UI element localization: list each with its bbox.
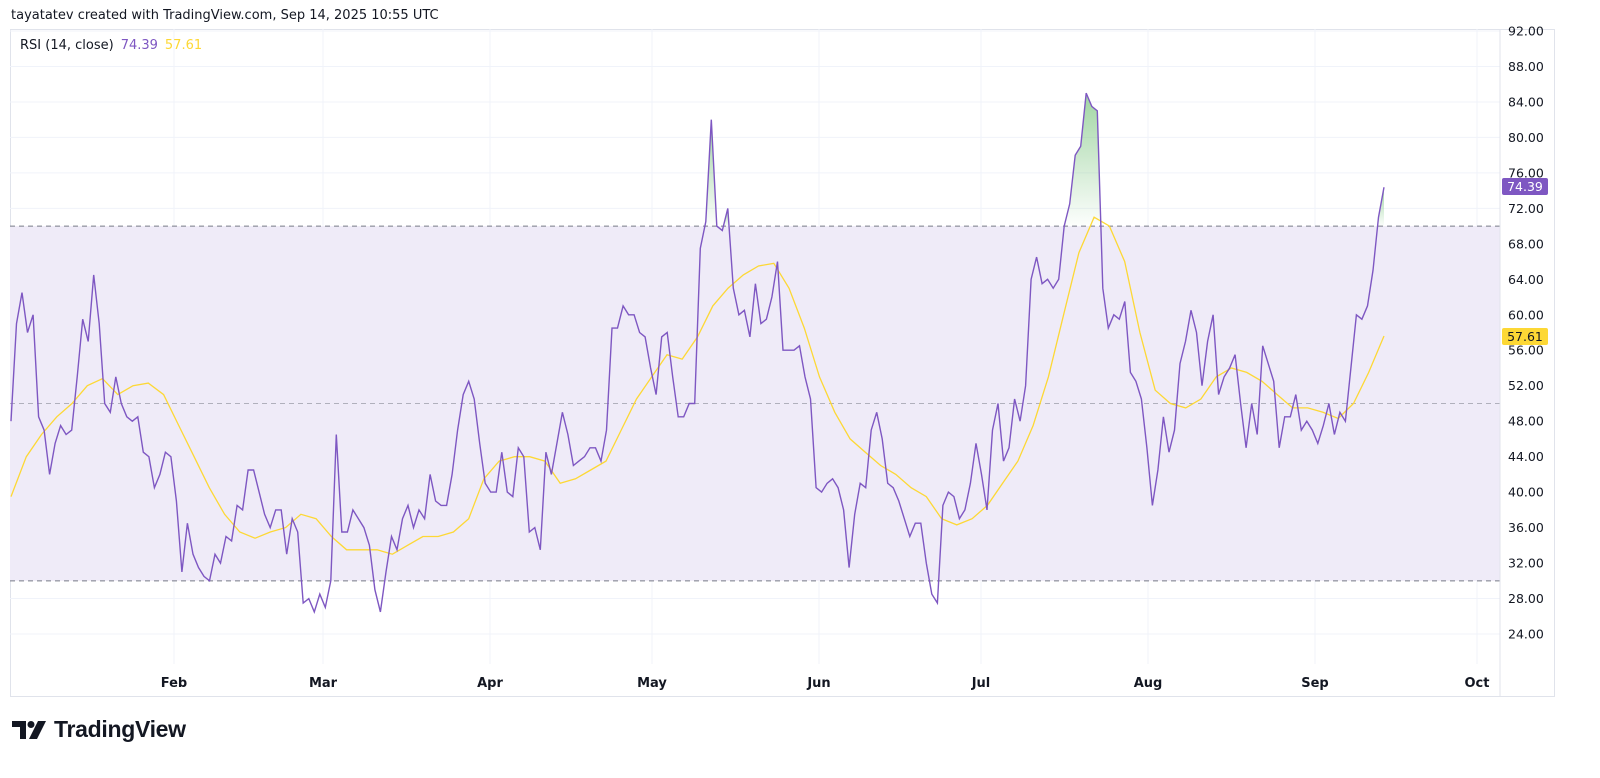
brand-wordmark: TradingView — [54, 716, 186, 742]
ma-value-badge: 57.61 — [1502, 328, 1548, 345]
tradingview-logo-icon — [12, 720, 46, 739]
price-tick-label: 80.00 — [1508, 130, 1544, 145]
price-tick-label: 72.00 — [1508, 201, 1544, 216]
price-tick-label: 76.00 — [1508, 165, 1544, 180]
attribution-text: tayatatev created with TradingView.com, … — [11, 8, 439, 23]
price-tick-label: 44.00 — [1508, 449, 1544, 464]
tradingview-logo[interactable]: TradingView — [12, 716, 186, 743]
time-tick-label: May — [637, 676, 667, 691]
price-tick-label: 64.00 — [1508, 272, 1544, 287]
svg-text:74.39: 74.39 — [1507, 179, 1543, 194]
price-tick-label: 52.00 — [1508, 378, 1544, 393]
time-tick-label: Feb — [161, 676, 187, 691]
indicator-title: RSI (14, close) — [20, 38, 114, 53]
rsi-value-badge: 74.39 — [1502, 178, 1548, 195]
time-tick-label: Oct — [1465, 676, 1490, 691]
time-tick-label: Apr — [477, 676, 503, 691]
price-tick-label: 24.00 — [1508, 627, 1544, 642]
time-tick-label: Sep — [1301, 676, 1329, 691]
price-tick-label: 60.00 — [1508, 307, 1544, 322]
ma-legend-value: 57.61 — [164, 38, 203, 53]
price-tick-label: 88.00 — [1508, 59, 1544, 74]
indicator-legend[interactable]: RSI (14, close) 74.39 57.61 — [20, 38, 202, 53]
rsi-legend-value: 74.39 — [120, 38, 158, 53]
svg-text:57.61: 57.61 — [1507, 329, 1543, 344]
overbought-fill — [704, 93, 1384, 227]
price-tick-label: 48.00 — [1508, 414, 1544, 429]
price-tick-label: 68.00 — [1508, 236, 1544, 251]
price-tick-label: 36.00 — [1508, 520, 1544, 535]
time-axis[interactable]: Feb Mar Apr May Jun Jul Aug Sep Oct — [161, 676, 1490, 691]
price-tick-label: 40.00 — [1508, 485, 1544, 500]
price-tick-label: 84.00 — [1508, 94, 1544, 109]
time-tick-label: Jun — [806, 676, 830, 691]
time-tick-label: Jul — [971, 676, 991, 691]
price-tick-label: 92.00 — [1508, 24, 1544, 39]
price-tick-label: 56.00 — [1508, 343, 1544, 358]
time-tick-label: Aug — [1134, 676, 1163, 691]
price-tick-label: 28.00 — [1508, 591, 1544, 606]
price-axis[interactable]: 92.00 88.00 84.00 80.00 76.00 72.00 68.00 64.00… — [1508, 24, 1544, 642]
rsi-line — [10, 92, 1385, 614]
time-tick-label: Mar — [309, 676, 338, 691]
price-tick-label: 32.00 — [1508, 556, 1544, 571]
